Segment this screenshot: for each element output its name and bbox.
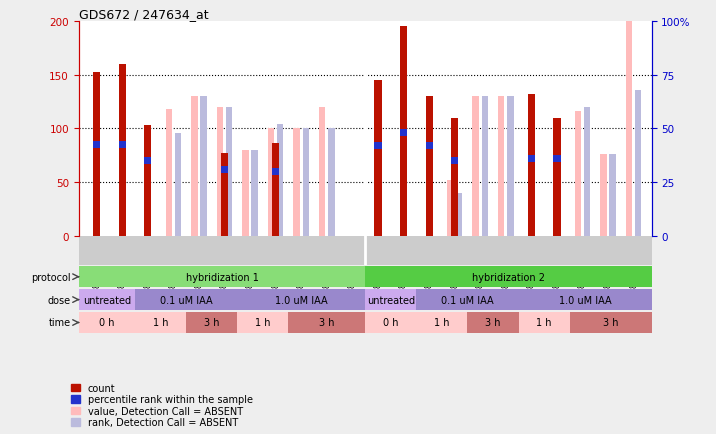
Bar [425,142,432,150]
Text: 3 h: 3 h [319,318,334,328]
Bar [553,155,561,163]
Bar [482,97,488,237]
Bar [328,129,334,237]
Bar [221,166,228,174]
Text: 0.1 uM IAA: 0.1 uM IAA [441,295,494,305]
Bar [135,312,186,333]
Bar [374,81,382,237]
Text: time: time [49,318,71,328]
Bar [79,289,135,310]
Text: 1 h: 1 h [153,318,168,328]
Text: protocol: protocol [32,272,71,282]
Bar [416,312,468,333]
Bar [584,108,590,237]
Bar [165,110,172,237]
Bar [416,289,518,310]
Text: untreated: untreated [367,295,415,305]
Bar [144,158,151,165]
Text: 3 h: 3 h [204,318,220,328]
Bar [528,95,535,237]
Bar [79,267,365,287]
Bar [456,194,463,237]
Bar [635,90,642,237]
Text: 1 h: 1 h [255,318,271,328]
Bar [226,108,232,237]
Bar [294,129,300,237]
Bar [119,141,126,149]
Bar [365,312,416,333]
Text: dose: dose [48,295,71,305]
Bar [365,289,416,310]
Bar [135,289,237,310]
Bar [191,97,198,237]
Text: hybridization 1: hybridization 1 [185,272,258,282]
Bar [528,155,535,163]
Legend: count, percentile rank within the sample, value, Detection Call = ABSENT, rank, : count, percentile rank within the sample… [69,381,255,429]
Bar [400,130,407,137]
Text: GDS672 / 247634_at: GDS672 / 247634_at [79,7,208,20]
Bar [609,155,616,237]
Bar [575,112,581,237]
Bar [144,126,151,237]
Bar [570,312,652,333]
Text: 1.0 uM IAA: 1.0 uM IAA [275,295,327,305]
Bar [268,129,274,237]
Bar [365,267,652,287]
Bar [447,181,453,237]
Bar [498,97,504,237]
Bar [93,141,100,149]
Bar [303,129,309,237]
Bar [553,118,561,237]
Bar [400,27,407,237]
Text: hybridization 2: hybridization 2 [472,272,545,282]
Bar [272,168,279,176]
Bar [277,125,284,237]
Bar [374,142,382,150]
Bar [319,108,325,237]
Text: 1 h: 1 h [434,318,450,328]
Text: 0 h: 0 h [99,318,115,328]
Bar [242,151,248,237]
Text: 1.0 uM IAA: 1.0 uM IAA [558,295,611,305]
Bar [468,312,518,333]
Bar [217,108,223,237]
Bar [237,289,365,310]
Bar [518,289,652,310]
Bar [626,15,632,237]
Bar [175,133,181,237]
Bar [79,312,135,333]
Bar [200,97,207,237]
Bar [237,312,289,333]
Text: 3 h: 3 h [603,318,619,328]
Text: 0 h: 0 h [383,318,399,328]
Text: 1 h: 1 h [536,318,552,328]
Text: 3 h: 3 h [485,318,500,328]
Bar [451,158,458,165]
Bar [473,97,479,237]
Bar [251,151,258,237]
Text: untreated: untreated [83,295,131,305]
Bar [186,312,237,333]
Bar [518,312,570,333]
Bar [425,97,432,237]
Text: 0.1 uM IAA: 0.1 uM IAA [160,295,213,305]
Bar [451,118,458,237]
Bar [272,144,279,237]
Bar [119,65,126,237]
Bar [93,73,100,237]
Bar [507,97,513,237]
Bar [221,154,228,237]
Bar [600,155,606,237]
Bar [289,312,365,333]
